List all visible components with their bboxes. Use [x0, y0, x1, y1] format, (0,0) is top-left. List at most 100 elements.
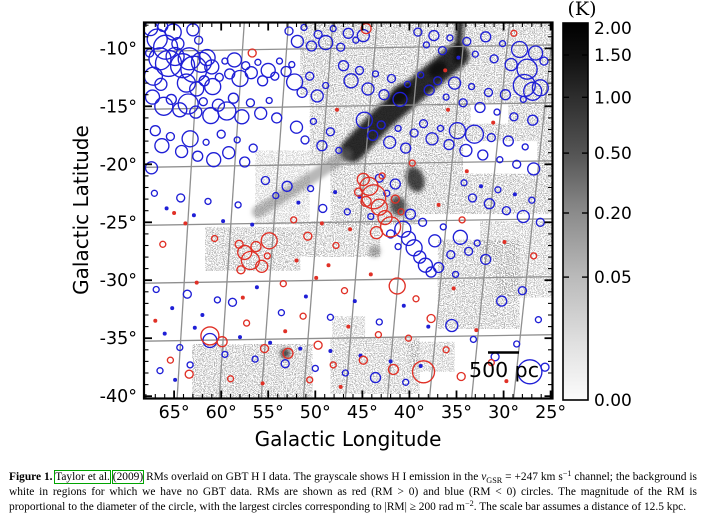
hi-coverage-patch — [496, 261, 553, 298]
rm-circle — [412, 295, 420, 303]
rm-circle — [238, 335, 242, 340]
rm-circle — [493, 108, 501, 116]
rm-circle — [260, 62, 276, 79]
rm-circle — [348, 227, 353, 232]
rm-circle — [149, 125, 161, 137]
rm-circle — [325, 127, 336, 137]
rm-circle — [214, 72, 224, 82]
caption-text: Figure 1. — [9, 471, 53, 483]
hi-coverage-patch — [192, 344, 313, 398]
rm-circle — [446, 34, 454, 42]
rm-circle — [535, 217, 545, 227]
rm-circle — [469, 335, 478, 344]
colorbar-tick-label: 0.00 — [594, 391, 632, 411]
caption-citation-link[interactable]: (2009) — [111, 470, 145, 484]
x-tick-label: 65° — [159, 403, 190, 423]
rm-circle — [496, 295, 508, 307]
rm-circle — [328, 349, 333, 353]
coverage-gap — [470, 104, 509, 124]
rm-circle — [379, 216, 402, 238]
rm-circle — [277, 309, 286, 317]
latitude-gridline — [144, 218, 553, 226]
rm-circle — [318, 203, 328, 214]
rm-circle — [154, 138, 170, 154]
rm-circle — [480, 253, 492, 266]
caption-citation-link[interactable]: Taylor et al. — [54, 470, 111, 484]
rm-circle — [432, 261, 445, 274]
rm-circle — [226, 52, 243, 68]
rm-circle — [303, 294, 308, 299]
longitude-gridline — [470, 22, 511, 399]
rm-circle — [239, 156, 251, 168]
rm-circle — [394, 124, 402, 133]
rm-circle — [367, 129, 379, 141]
rm-circle — [171, 37, 185, 51]
rm-circle — [340, 287, 349, 295]
rm-circle — [318, 34, 334, 51]
rm-circle — [504, 57, 518, 72]
rm-circle — [404, 208, 417, 220]
rm-circle — [152, 285, 160, 294]
rm-circle — [146, 28, 168, 50]
rm-circle — [499, 89, 512, 101]
rm-circle — [426, 324, 431, 329]
rm-circle — [192, 150, 204, 162]
rm-circle — [502, 135, 514, 147]
figure-caption: Figure 1. Taylor et al. (2009) RMs overl… — [9, 469, 697, 515]
rm-circle — [299, 312, 307, 320]
rm-circle — [265, 96, 273, 105]
rm-circle — [436, 202, 441, 207]
rm-circle — [254, 106, 268, 120]
rm-circle — [442, 93, 450, 101]
rm-circle — [418, 119, 429, 129]
rm-circle — [191, 213, 196, 218]
rm-circle — [446, 107, 450, 112]
rm-circle — [433, 76, 443, 86]
rm-circle — [388, 277, 406, 295]
rm-circle — [375, 318, 383, 326]
rm-circle — [333, 190, 338, 195]
rm-circle — [383, 135, 397, 149]
rm-circle — [322, 81, 330, 90]
rm-circle — [281, 180, 293, 192]
rm-circle — [153, 318, 158, 323]
rm-circle — [425, 132, 439, 146]
rm-circle — [516, 58, 538, 80]
rm-circle — [169, 53, 196, 79]
rm-circle — [189, 105, 203, 119]
rm-circle — [510, 40, 529, 59]
rm-circle — [198, 97, 208, 107]
rm-circle — [352, 299, 357, 304]
rm-circle — [456, 55, 461, 60]
rm-circle — [517, 359, 543, 385]
rm-circle — [300, 23, 308, 32]
caption-text: GSR — [486, 476, 503, 485]
rm-circle — [166, 356, 175, 364]
rm-circle — [369, 371, 382, 384]
rm-circle — [342, 27, 354, 39]
rm-circle — [200, 313, 205, 317]
rm-circle — [356, 172, 370, 187]
rm-circle — [280, 65, 292, 78]
rm-circle — [335, 146, 343, 155]
x-tick-label: 25° — [535, 403, 566, 423]
rm-circle — [182, 289, 192, 299]
rm-circle — [376, 120, 386, 130]
x-tick-label: 35° — [441, 403, 472, 423]
rm-circle — [394, 242, 402, 251]
rm-circle — [247, 48, 257, 58]
rm-circle — [417, 257, 434, 273]
hi-coverage-patch — [407, 341, 455, 372]
rm-circle — [298, 346, 303, 351]
rm-circle — [413, 27, 423, 37]
colorbar-tick-labels: 2.00 1.50 1.00 0.50 0.20 0.05 0.00 — [594, 19, 632, 411]
rm-circle — [517, 286, 528, 296]
rm-circle — [426, 313, 436, 324]
caption-text: RMs overlaid on GBT H I data. The graysc… — [143, 471, 482, 483]
caption-text: −1 — [562, 469, 572, 478]
rm-circle — [254, 58, 262, 66]
rm-circle — [255, 259, 269, 273]
rm-circle — [528, 196, 536, 204]
rm-circle — [464, 124, 485, 144]
hi-emission-blob — [428, 61, 447, 78]
